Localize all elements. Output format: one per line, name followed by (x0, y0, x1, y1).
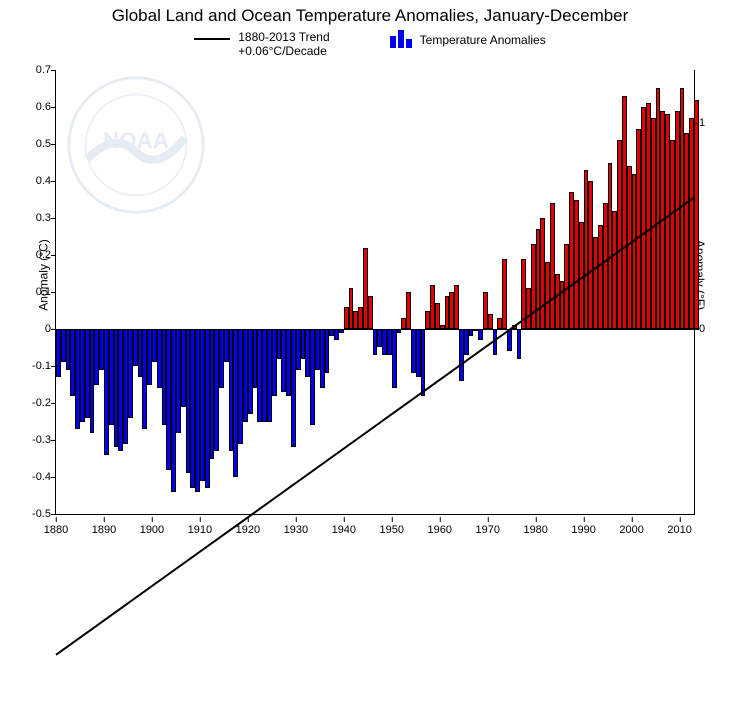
ytick-right: 1 (699, 117, 734, 129)
xtick: 1890 (92, 524, 116, 536)
ytick-right: 0 (699, 323, 734, 335)
plot-area: NOAA -0.5-0.4-0.3-0.2-0.100.10.20.30.40.… (55, 70, 695, 515)
ytick-left: -0.2 (11, 397, 51, 409)
ytick-left: -0.3 (11, 434, 51, 446)
xtick: 1940 (332, 524, 356, 536)
anomaly-bar (694, 100, 699, 329)
legend-anomaly-label: Temperature Anomalies (420, 30, 546, 47)
xtick: 1990 (571, 524, 595, 536)
ytick-left: 0.5 (11, 138, 51, 150)
xtick: 1970 (475, 524, 499, 536)
ytick-left: -0.4 (11, 471, 51, 483)
xtick: 2010 (667, 524, 691, 536)
ytick-left: 0.6 (11, 101, 51, 113)
ytick-left: 0.7 (11, 64, 51, 76)
xtick: 1930 (284, 524, 308, 536)
ytick-left: -0.1 (11, 360, 51, 372)
legend-trend-sublabel: +0.06°C/Decade (238, 44, 329, 58)
ytick-left: 0.1 (11, 286, 51, 298)
ytick-left: -0.5 (11, 508, 51, 520)
legend-trend: 1880-2013 Trend +0.06°C/Decade (194, 30, 329, 58)
xtick: 1950 (380, 524, 404, 536)
legend: 1880-2013 Trend +0.06°C/Decade Temperatu… (0, 30, 740, 58)
ytick-left: 0.2 (11, 249, 51, 261)
ytick-left: 0.3 (11, 212, 51, 224)
xtick: 1960 (428, 524, 452, 536)
xtick: 2000 (619, 524, 643, 536)
xtick: 1920 (236, 524, 260, 536)
chart-container: Global Land and Ocean Temperature Anomal… (0, 0, 740, 550)
xtick: 1900 (140, 524, 164, 536)
ytick-left: 0 (11, 323, 51, 335)
ytick-left: 0.4 (11, 175, 51, 187)
legend-trend-label: 1880-2013 Trend (238, 30, 329, 44)
bars-icon (390, 30, 412, 48)
chart-title: Global Land and Ocean Temperature Anomal… (0, 6, 740, 26)
trend-line (56, 70, 694, 708)
xtick: 1880 (44, 524, 68, 536)
xtick: 1910 (188, 524, 212, 536)
trend-line-icon (194, 38, 230, 40)
xtick: 1980 (523, 524, 547, 536)
legend-anomaly: Temperature Anomalies (390, 30, 546, 48)
